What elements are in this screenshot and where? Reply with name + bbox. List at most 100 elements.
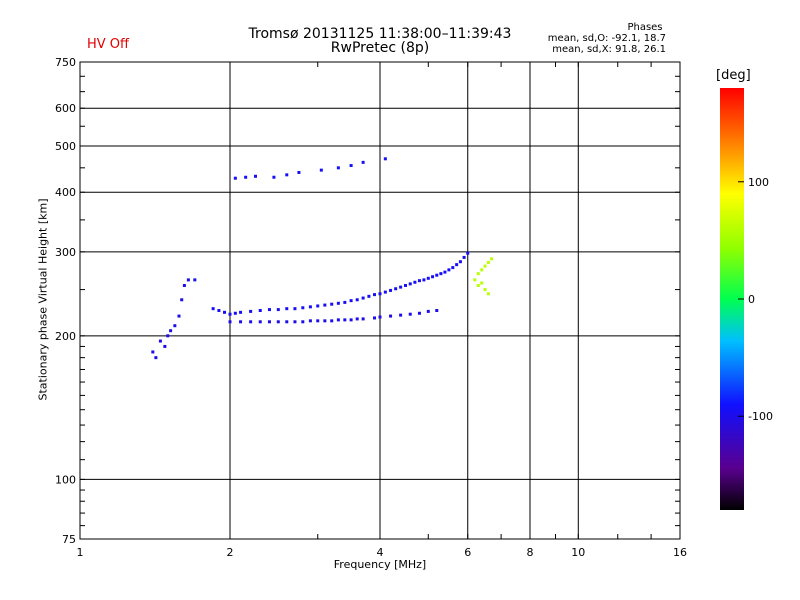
data-point: [486, 292, 490, 296]
data-point: [158, 339, 162, 343]
data-point: [177, 314, 181, 318]
y-tick-label: 75: [62, 533, 76, 546]
data-point: [383, 290, 387, 294]
data-point: [151, 350, 155, 354]
data-point: [330, 302, 334, 306]
colorbar-tick-label: 100: [748, 176, 769, 189]
y-tick-label: 750: [55, 56, 76, 69]
x-tick-label: 2: [227, 546, 234, 559]
data-point: [301, 306, 305, 310]
data-point: [154, 356, 158, 360]
data-point: [431, 275, 435, 279]
data-point: [480, 281, 484, 285]
data-point: [483, 288, 487, 292]
data-point: [422, 278, 426, 282]
data-point: [403, 283, 407, 287]
chart-title: Tromsø 20131125 11:38:00–11:39:43: [248, 26, 512, 42]
data-point: [343, 300, 347, 304]
hv-status: HV Off: [87, 37, 129, 52]
y-tick-label: 100: [55, 473, 76, 486]
data-point: [297, 170, 301, 174]
x-tick-label: 10: [571, 546, 585, 559]
data-point: [435, 308, 439, 312]
data-point: [293, 320, 297, 324]
data-point: [233, 311, 237, 315]
data-point: [323, 319, 327, 323]
data-point: [239, 320, 243, 324]
data-point: [473, 278, 477, 282]
data-point: [336, 166, 340, 170]
data-point: [490, 257, 494, 261]
data-point: [476, 283, 480, 287]
data-point: [233, 176, 237, 180]
x-axis-label: Frequency [MHz]: [333, 558, 427, 571]
data-point: [173, 324, 177, 328]
data-point: [486, 260, 490, 264]
data-point: [244, 175, 248, 179]
data-point: [253, 174, 257, 178]
data-point: [223, 310, 227, 314]
data-point: [349, 164, 353, 168]
data-point: [186, 278, 190, 282]
data-point: [394, 287, 398, 291]
phase-stats-heading: Phases: [627, 22, 663, 33]
x-tick-label: 4: [377, 546, 384, 559]
phase-stats-x: mean, sd,X: 91.8, 26.1: [552, 44, 666, 55]
y-tick-label: 200: [55, 330, 76, 343]
data-point: [480, 268, 484, 272]
colorbar-tick-label: -100: [748, 410, 773, 423]
data-point: [355, 317, 359, 321]
data-point: [447, 268, 451, 272]
data-point: [258, 320, 262, 324]
grid: [80, 62, 680, 539]
data-point: [285, 320, 289, 324]
data-point: [378, 315, 382, 319]
data-point: [476, 272, 480, 276]
data-point: [330, 319, 334, 323]
y-tick-label: 500: [55, 140, 76, 153]
axis-ticks: 1 2 4 6 8 10 16 75 100 200 300 400 500 600 750: [55, 56, 687, 559]
data-point: [417, 279, 421, 283]
data-point: [373, 316, 377, 320]
data-point: [267, 320, 271, 324]
x-tick-label: 8: [527, 546, 534, 559]
data-point: [319, 168, 323, 172]
data-point: [182, 283, 186, 287]
data-point: [458, 260, 462, 264]
data-point: [378, 292, 382, 296]
y-tick-label: 300: [55, 246, 76, 259]
data-point: [483, 264, 487, 268]
data-point: [316, 304, 320, 308]
data-point: [169, 329, 173, 333]
data-points: [151, 157, 494, 360]
data-point: [211, 307, 215, 311]
data-point: [373, 293, 377, 297]
colorbar-ticks: 100 0 -100: [738, 176, 773, 423]
data-point: [439, 272, 443, 276]
data-point: [399, 313, 403, 317]
data-point: [389, 314, 393, 318]
data-point: [228, 312, 232, 316]
data-point: [361, 160, 365, 164]
data-point: [435, 273, 439, 277]
data-point: [361, 317, 365, 321]
y-tick-label: 600: [55, 102, 76, 115]
data-point: [343, 318, 347, 322]
data-point: [355, 298, 359, 302]
data-point: [193, 278, 197, 282]
data-point: [408, 282, 412, 286]
data-point: [349, 299, 353, 303]
data-point: [426, 276, 430, 280]
data-point: [308, 305, 312, 309]
data-point: [323, 303, 327, 307]
data-point: [301, 320, 305, 324]
data-point: [443, 270, 447, 274]
data-point: [408, 312, 412, 316]
data-point: [276, 320, 280, 324]
data-point: [258, 308, 262, 312]
data-point: [285, 173, 289, 177]
data-point: [217, 308, 221, 312]
data-point: [349, 318, 353, 322]
data-point: [285, 307, 289, 311]
data-point: [336, 301, 340, 305]
